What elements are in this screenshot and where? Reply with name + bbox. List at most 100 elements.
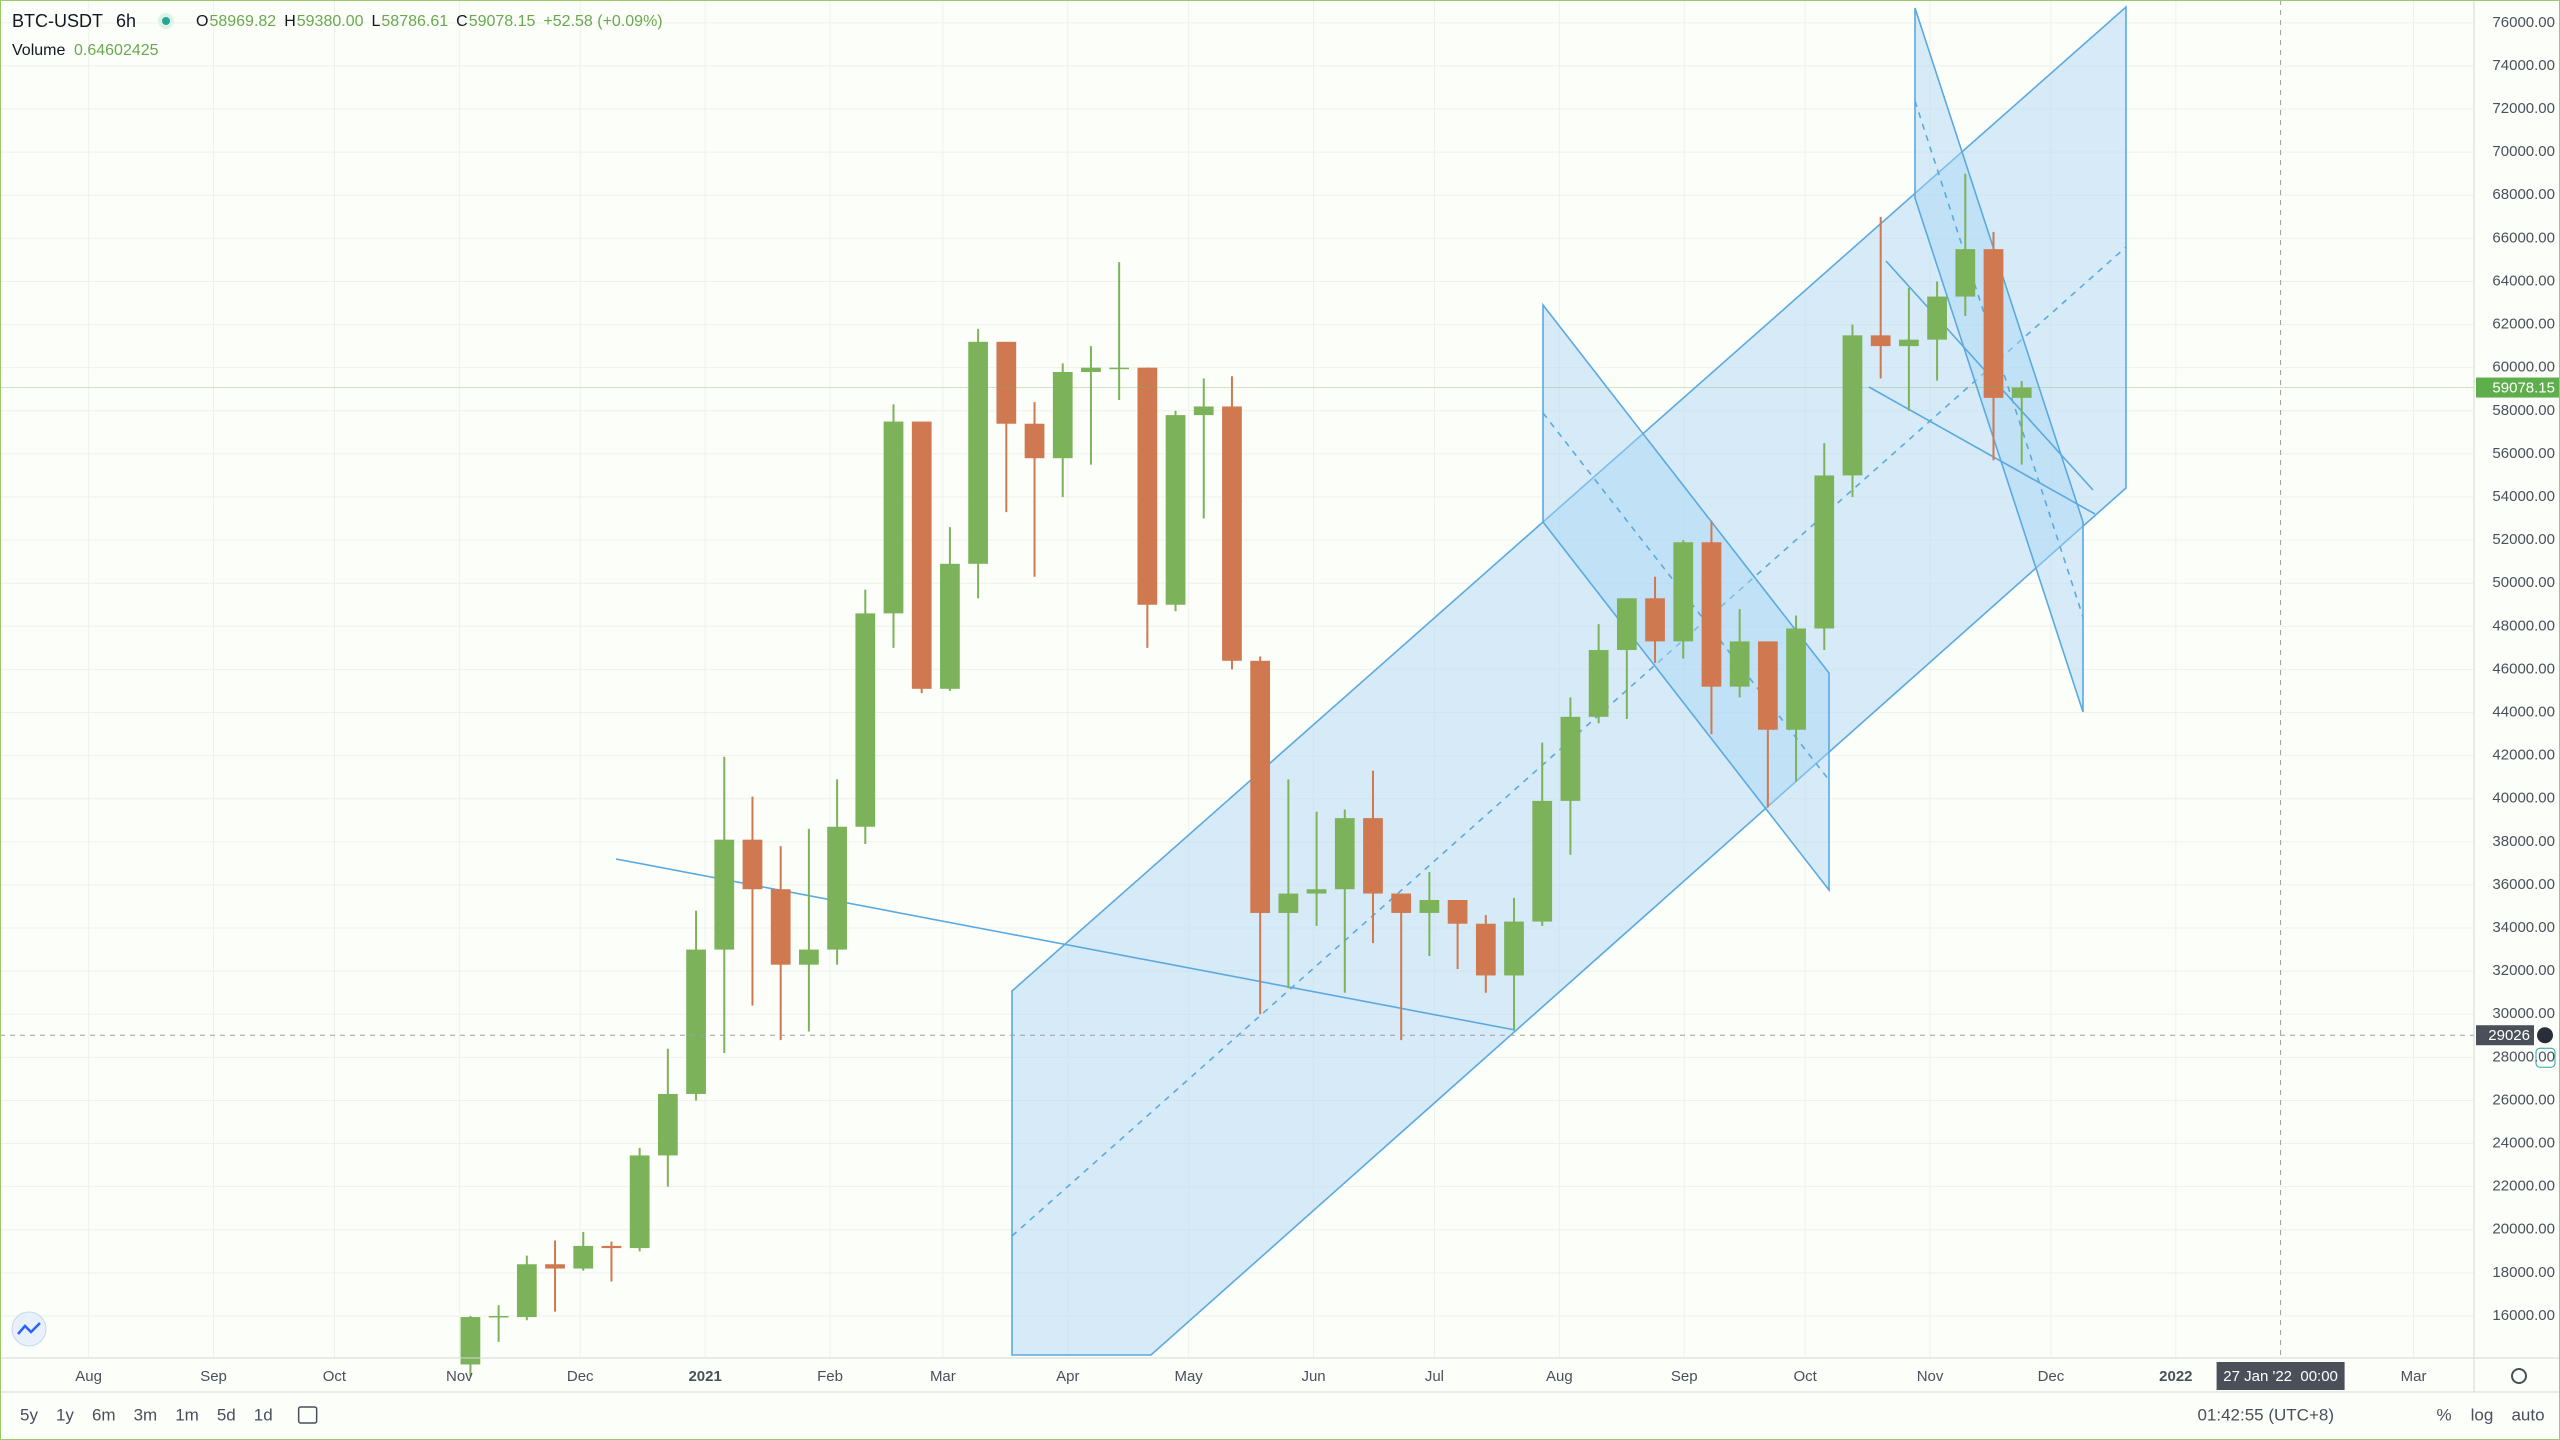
range-button[interactable]: 1m [175,1405,199,1424]
range-button[interactable]: 1y [56,1405,74,1424]
crosshair-y-badge [2476,1025,2534,1046]
y-tick-label: 62000.00 [2492,316,2555,333]
interval[interactable]: 6h [116,11,136,31]
y-tick-label: 48000.00 [2492,617,2555,634]
trend-line [1868,386,2096,515]
ohlc-legend: O 58969.82 H 59380.00 L 58786.61 C 59078.15 +52.… [196,13,663,30]
ohlc-label: H [284,13,296,30]
y-tick-label: 28000.00 [2492,1048,2555,1065]
range-button[interactable]: 3m [134,1405,158,1424]
x-tick-label: 2022 [2159,1368,2192,1385]
candle-body [1842,335,1863,476]
candle-body [799,949,819,965]
candle-body [1983,249,2004,398]
y-tick-label: 24000.00 [2492,1135,2555,1152]
x-tick-label: Nov [446,1368,473,1385]
ohlc-label: O [196,13,208,30]
candle-body [1334,818,1355,890]
crosshair-x-badge [2216,1362,2345,1390]
crosshair-x-label: 27 Jan '22 00:00 [2223,1368,2338,1385]
y-tick-label: 42000.00 [2492,747,2555,764]
y-tick-label: 68000.00 [2492,186,2555,203]
x-tick-label: Apr [1056,1368,1079,1385]
y-tick-label: 54000.00 [2492,488,2555,505]
candle-body [1786,628,1806,730]
date-range-button[interactable] [297,1406,318,1424]
remove-button[interactable] [2537,1027,2553,1044]
candle-body [742,839,763,890]
y-tick-label: 56000.00 [2492,445,2555,462]
candle-body [1419,900,1440,913]
trend-line [615,858,1516,1031]
candle-body [1137,367,1158,605]
range-button[interactable]: 6m [92,1405,116,1424]
x-tick-label: Aug [75,1368,102,1385]
candle-body [968,341,988,564]
settings-icon[interactable] [2511,1368,2527,1384]
candle-body [1052,371,1073,459]
candle-body [488,1315,509,1318]
candle-body [855,613,876,827]
x-tick-label: Dec [2038,1368,2065,1385]
x-tick-label: 2021 [688,1368,721,1385]
ohlc-change: +52.58 (+0.09%) [543,13,662,30]
x-tick-label: May [1174,1368,1203,1385]
y-tick-label: 36000.00 [2492,876,2555,893]
candle-body [657,1093,678,1156]
candle-body [516,1264,537,1318]
overlay: 59078.15 29026 27 Jan '22 00:00 [0,0,2560,1390]
log-toggle[interactable]: log [2471,1405,2494,1424]
ohlc-label: C [456,13,468,30]
volume-label: Volume [12,42,65,59]
y-tick-label: 52000.00 [2492,531,2555,548]
x-tick-label: Sep [1671,1368,1698,1385]
candle-body [827,826,847,950]
logo-mark [17,1322,41,1335]
y-tick-label: 22000.00 [2492,1178,2555,1195]
y-tick-label: 58000.00 [2492,402,2555,419]
candle-body [996,341,1017,424]
candle-body [460,1317,481,1365]
symbol[interactable]: BTC-USDT [12,11,103,31]
candle-body [686,949,706,1094]
ohlc-label: L [371,13,380,30]
candle-body [1391,893,1412,913]
ohlc-value: 58786.61 [381,13,448,30]
percent-toggle[interactable]: % [2436,1405,2451,1424]
candle-body [1701,542,1722,687]
x-tick-label: Feb [817,1368,843,1385]
y-tick-label: 76000.00 [2492,14,2555,31]
y-tick-label: 18000.00 [2492,1264,2555,1281]
x-tick-label: Mar [930,1368,956,1385]
candle-body [1363,818,1383,894]
y-tick-label: 30000.00 [2492,1005,2555,1022]
crosshair-y-label: 29026 [2488,1027,2530,1044]
alert-button[interactable] [2535,1047,2556,1068]
range-button[interactable]: 5y [20,1405,38,1424]
range-button[interactable]: 1d [254,1405,273,1424]
y-tick-label: 38000.00 [2492,833,2555,850]
candle-body [1278,893,1299,913]
candle-body [1532,800,1553,922]
candle-body [1560,716,1581,801]
candle-body [1109,367,1130,370]
auto-toggle[interactable]: auto [2511,1405,2544,1424]
bottom-toolbar: 5y 1y 6m 3m 1m 5d 1d [20,1405,318,1424]
candle-body [1024,423,1045,459]
candle-body [1475,923,1496,976]
candle-body [1165,415,1186,605]
ohlc-value: 58969.82 [209,13,276,30]
x-tick-label: Mar [2401,1368,2427,1385]
y-tick-label: 50000.00 [2492,574,2555,591]
candle-body [1673,542,1694,642]
x-tick-label: Jul [1425,1368,1444,1385]
candles [460,173,2032,1377]
candle-body [1250,660,1271,913]
candle-body [714,839,735,950]
range-button[interactable]: 5d [217,1405,236,1424]
y-tick-label: 34000.00 [2492,919,2555,936]
y-tick-label: 40000.00 [2492,790,2555,807]
candle-body [1927,296,1947,340]
clock: 01:42:55 (UTC+8) [2197,1405,2334,1424]
